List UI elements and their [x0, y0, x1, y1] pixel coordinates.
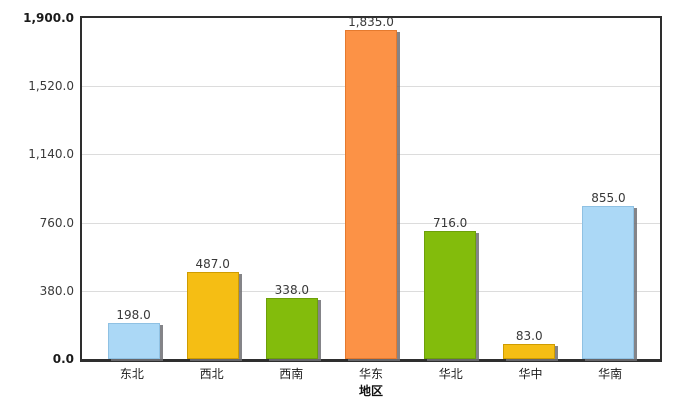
x-category-label: 西南	[279, 367, 304, 381]
bar[interactable]	[503, 344, 556, 359]
x-category-label: 东北	[119, 367, 144, 381]
bar[interactable]	[107, 323, 160, 359]
bar-value-label: 198.0	[116, 308, 151, 323]
y-axis-tick-label: 760.0	[39, 215, 74, 230]
bar[interactable]	[265, 298, 318, 359]
bar[interactable]	[582, 205, 635, 359]
bar-value-label: 83.0	[515, 329, 543, 344]
bar[interactable]	[186, 271, 239, 359]
bar-value-label: 487.0	[195, 256, 230, 271]
bar-slot: 855.0	[569, 18, 648, 359]
bar-slot: 338.0	[252, 18, 331, 359]
y-axis-tick-label: 380.0	[39, 283, 74, 298]
bar-slot: 198.0	[94, 18, 173, 359]
bar[interactable]	[344, 29, 397, 359]
x-category-label: 华北	[438, 367, 463, 381]
x-category-label: 华东	[359, 367, 384, 381]
x-category-label: 西北	[199, 367, 224, 381]
bar-slot: 487.0	[173, 18, 252, 359]
y-axis-tick-label: 1,140.0	[28, 147, 74, 162]
bar-slot: 83.0	[490, 18, 569, 359]
bar-value-label: 338.0	[274, 283, 310, 298]
x-axis-category-labels: 东北 西北 西南 华东 华北 华中 华南	[80, 365, 662, 382]
y-axis-tick-label: 1,900.0	[23, 11, 74, 25]
x-axis-title: 地区	[358, 384, 383, 398]
bar-value-label: 1,835.0	[348, 14, 394, 29]
x-category-label: 华中	[518, 367, 543, 381]
y-axis-tick-label: 1,520.0	[28, 79, 74, 94]
bar[interactable]	[424, 230, 477, 359]
bar-slot: 1,835.0	[331, 14, 410, 359]
bars-row: 198.0 487.0 338.0 1,835.0 716.0 83.0 855.0	[82, 14, 660, 359]
y-axis-tick-label: 0.0	[52, 352, 74, 366]
plot-area: 198.0 487.0 338.0 1,835.0 716.0 83.0 855.0	[80, 14, 662, 362]
x-category-label: 华南	[598, 367, 623, 381]
bar-value-label: 855.0	[591, 190, 626, 205]
bar-slot: 716.0	[411, 18, 490, 359]
bar-value-label: 716.0	[432, 215, 468, 230]
